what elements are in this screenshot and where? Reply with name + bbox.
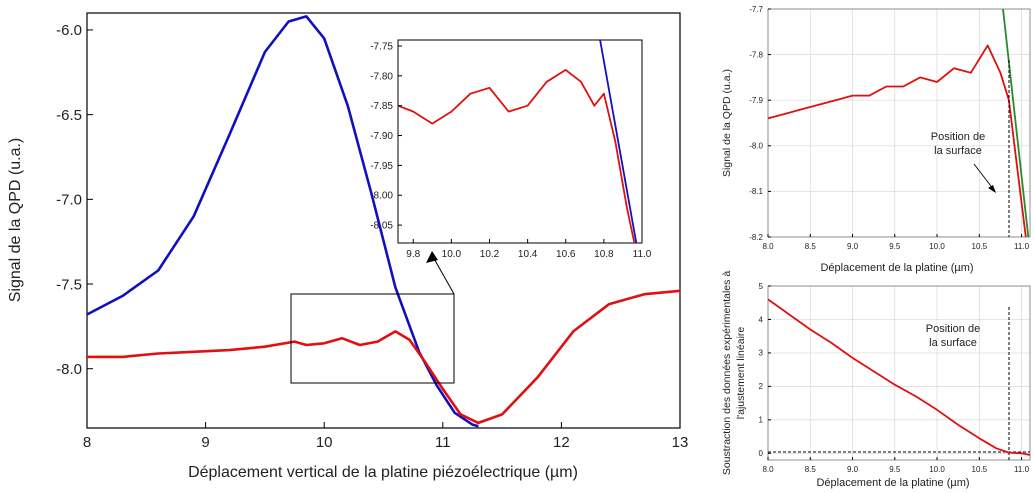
- main-x-ticks: 8 9 10 11 12 13: [83, 422, 689, 451]
- y-tick-label: -8.00: [370, 191, 393, 202]
- main-plot-frame: [86, 12, 681, 429]
- y-tick-label: -7.7: [749, 5, 763, 14]
- x-tick-label: 10.4: [518, 249, 538, 260]
- x-tick-label: 13: [672, 434, 689, 451]
- y-tick-label: 4: [759, 315, 764, 324]
- y-tick-label: -8.0: [749, 142, 763, 151]
- bottom-right-x-ticks: 8.0 8.5 9.0 9.5 10.0 10.5 11.0: [762, 457, 1030, 474]
- x-tick-label: 10.0: [929, 242, 945, 251]
- bottom-right-chart: Position de la surface 8.0 8.5 9.0 9.5 10.0 1…: [721, 271, 1031, 489]
- bottom-right-annotation-line1: Position de: [926, 323, 980, 335]
- x-tick-label: 11.0: [1014, 465, 1030, 474]
- x-tick-label: 9.8: [406, 249, 420, 260]
- inset-y-ticks: -7.75 -7.80 -7.85 -7.90 -7.95 -8.00 -8.05: [370, 41, 402, 232]
- top-right-plot-frame: [767, 8, 1031, 238]
- top-right-annotation-arrowhead: [988, 185, 996, 193]
- top-right-annotation-line1: Position de: [931, 131, 985, 143]
- series-line-0: [1002, 8, 1030, 238]
- y-tick-label: -6.5: [56, 107, 82, 124]
- x-tick-label: 9.5: [889, 465, 901, 474]
- top-right-annotation-arrow: [973, 163, 995, 191]
- main-y-label: Signal de la QPD (u.a.): [7, 138, 24, 303]
- y-tick-label: -8.2: [749, 233, 763, 242]
- main-y-ticks: -6.0 -6.5 -7.0 -7.5 -8.0: [56, 22, 93, 378]
- top-right-series: [767, 8, 1030, 238]
- top-right-annotation-line2: la surface: [934, 145, 982, 157]
- inset-plot-frame: [397, 39, 643, 244]
- y-tick-label: -8.05: [370, 221, 393, 232]
- x-tick-label: 9.0: [847, 465, 859, 474]
- x-tick-label: 8.0: [762, 242, 774, 251]
- y-tick-label: -7.0: [56, 192, 82, 209]
- y-tick-label: -7.95: [370, 161, 393, 172]
- series-line-0: [767, 298, 1031, 456]
- x-tick-label: 8.5: [805, 465, 817, 474]
- x-tick-label: 8.5: [805, 242, 817, 251]
- x-tick-label: 9.5: [889, 242, 901, 251]
- inset-series: [397, 39, 638, 244]
- x-tick-label: 11: [435, 434, 451, 451]
- series-line-1: [397, 69, 636, 244]
- y-tick-label: 0: [759, 449, 764, 458]
- bottom-right-y-label-line1: Soustraction des données expérimentales …: [721, 271, 733, 475]
- top-right-y-ticks: -7.7 -7.8 -7.9 -8.0 -8.1 -8.2: [749, 5, 771, 242]
- bottom-right-y-ticks: 5 4 3 2 1 0: [759, 282, 771, 458]
- x-tick-label: 12: [553, 434, 570, 451]
- series-line-1: [87, 289, 681, 425]
- series-line-1: [767, 44, 1027, 238]
- y-tick-label: -8.0: [56, 361, 82, 378]
- y-tick-label: -7.8: [749, 50, 763, 59]
- main-series: [86, 15, 681, 428]
- x-tick-label: 10.0: [442, 249, 462, 260]
- zoom-arrow-line: [431, 254, 455, 295]
- x-tick-label: 8.0: [762, 465, 774, 474]
- bottom-right-plot-frame: [767, 285, 1031, 461]
- inset-x-ticks: 9.8 10.0 10.2 10.4 10.6 10.8 11.0: [406, 239, 652, 260]
- y-tick-label: -7.80: [370, 71, 393, 82]
- top-right-grid: [767, 8, 1030, 238]
- y-tick-label: 5: [759, 282, 764, 291]
- y-tick-label: -8.1: [749, 187, 763, 196]
- x-tick-label: 10.6: [556, 249, 576, 260]
- y-tick-label: -7.9: [749, 96, 763, 105]
- top-right-x-label: Déplacement de la platine (µm): [820, 262, 973, 274]
- y-tick-label: -7.5: [56, 276, 82, 293]
- bottom-right-grid: [767, 285, 1030, 460]
- series-line-0: [599, 39, 638, 244]
- x-tick-label: 10: [316, 434, 333, 451]
- y-tick-label: 2: [759, 382, 764, 391]
- top-right-x-ticks: 8.0 8.5 9.0 9.5 10.0 10.5 11.0: [762, 234, 1030, 251]
- x-tick-label: 8: [83, 434, 91, 451]
- x-tick-label: 11.0: [633, 249, 652, 260]
- bottom-right-series: [767, 298, 1031, 456]
- series-line-0: [86, 15, 479, 428]
- zoom-region-box: [290, 293, 455, 384]
- x-tick-label: 9: [201, 434, 209, 451]
- top-right-y-label: Signal de la QPD (u.a.): [721, 69, 733, 177]
- x-tick-label: 10.2: [480, 249, 500, 260]
- y-tick-label: -6.0: [56, 22, 82, 39]
- main-x-label: Déplacement vertical de la platine piézo…: [188, 464, 578, 481]
- bottom-right-x-label: Déplacement de la platine (µm): [816, 477, 969, 489]
- x-tick-label: 10.0: [929, 465, 945, 474]
- bottom-right-annotation-line2: la surface: [929, 337, 977, 349]
- x-tick-label: 10.8: [594, 249, 614, 260]
- x-tick-label: 9.0: [847, 242, 859, 251]
- y-tick-label: 1: [759, 416, 764, 425]
- zoom-arrowhead: [426, 251, 438, 263]
- x-tick-label: 10.5: [972, 242, 988, 251]
- x-tick-label: 11.0: [1014, 242, 1030, 251]
- bottom-right-y-label-line2: l'ajustement linéaire: [735, 327, 747, 420]
- main-chart: 8 9 10 11 12 13 -6.0 -6.5 -7.0 -7.5 -8.0 Déplacem…: [7, 12, 689, 481]
- x-tick-label: 10.5: [972, 465, 988, 474]
- top-right-chart: Position de la surface 8.0 8.5 9.0 9.5 10.0 1…: [721, 5, 1031, 274]
- y-tick-label: -7.90: [370, 131, 393, 142]
- y-tick-label: -7.75: [370, 41, 393, 52]
- y-tick-label: 3: [759, 349, 764, 358]
- y-tick-label: -7.85: [370, 101, 393, 112]
- inset-chart: 9.8 10.0 10.2 10.4 10.6 10.8 11.0 -7.75-7.80-7…: [370, 39, 652, 260]
